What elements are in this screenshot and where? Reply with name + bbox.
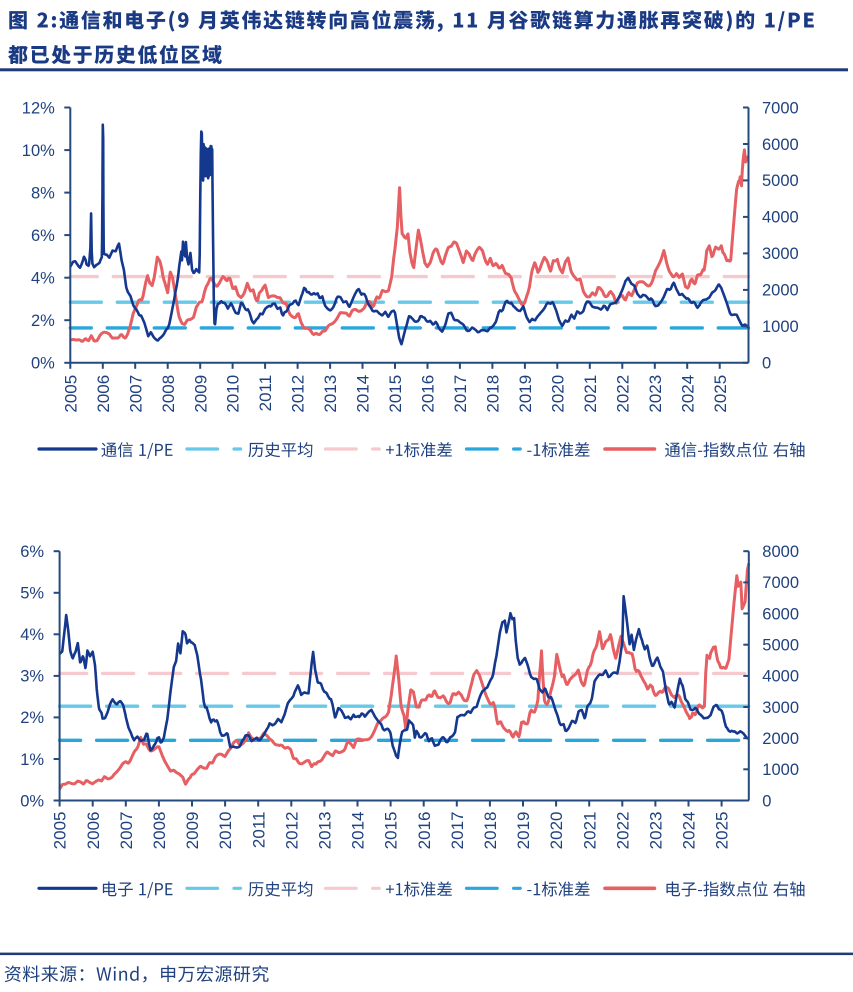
svg-text:1%: 1% xyxy=(20,751,44,769)
svg-text:2006: 2006 xyxy=(94,375,113,413)
svg-text:12%: 12% xyxy=(22,99,55,117)
svg-text:2019: 2019 xyxy=(514,812,533,850)
svg-text:2012: 2012 xyxy=(282,812,301,850)
svg-text:2008: 2008 xyxy=(150,812,169,850)
svg-text:3000: 3000 xyxy=(762,245,799,263)
svg-text:4000: 4000 xyxy=(762,668,799,686)
svg-text:5000: 5000 xyxy=(762,637,799,655)
svg-text:2006: 2006 xyxy=(84,812,103,850)
svg-text:2014: 2014 xyxy=(354,375,373,413)
svg-text:2009: 2009 xyxy=(191,375,210,413)
svg-text:0%: 0% xyxy=(20,792,44,810)
svg-text:2007: 2007 xyxy=(126,375,145,413)
svg-text:2010: 2010 xyxy=(216,812,235,850)
svg-text:2011: 2011 xyxy=(256,375,275,412)
svg-text:2018: 2018 xyxy=(481,812,500,850)
svg-text:2023: 2023 xyxy=(647,812,666,850)
svg-text:2020: 2020 xyxy=(548,375,567,413)
svg-text:2000: 2000 xyxy=(762,730,799,748)
svg-text:4%: 4% xyxy=(31,270,55,288)
svg-text:6%: 6% xyxy=(31,227,55,245)
svg-text:2015: 2015 xyxy=(382,812,401,850)
svg-text:2011: 2011 xyxy=(249,812,268,849)
svg-text:6%: 6% xyxy=(20,543,44,561)
svg-text:6000: 6000 xyxy=(762,605,799,623)
svg-text:2024: 2024 xyxy=(678,375,697,413)
svg-text:2025: 2025 xyxy=(713,812,732,850)
svg-text:5%: 5% xyxy=(20,585,44,603)
svg-text:3%: 3% xyxy=(20,668,44,686)
svg-text:2018: 2018 xyxy=(484,375,503,413)
svg-text:4000: 4000 xyxy=(762,209,799,227)
svg-text:7000: 7000 xyxy=(762,574,799,592)
svg-text:2024: 2024 xyxy=(680,812,699,850)
svg-text:2013: 2013 xyxy=(321,375,340,413)
svg-text:2022: 2022 xyxy=(613,812,632,850)
svg-text:0: 0 xyxy=(762,355,771,373)
svg-text:2013: 2013 xyxy=(316,812,335,850)
svg-text:1000: 1000 xyxy=(762,318,799,336)
svg-text:0%: 0% xyxy=(31,355,55,373)
svg-text:2010: 2010 xyxy=(224,375,243,413)
svg-text:2009: 2009 xyxy=(183,812,202,850)
svg-text:1000: 1000 xyxy=(762,761,799,779)
svg-text:2012: 2012 xyxy=(289,375,308,413)
svg-text:4%: 4% xyxy=(20,626,44,644)
svg-text:3000: 3000 xyxy=(762,699,799,717)
svg-text:2022: 2022 xyxy=(613,375,632,413)
svg-text:2015: 2015 xyxy=(386,375,405,413)
svg-text:2017: 2017 xyxy=(448,812,467,850)
svg-text:2005: 2005 xyxy=(61,375,80,413)
svg-text:2020: 2020 xyxy=(547,812,566,850)
svg-text:2021: 2021 xyxy=(580,812,599,850)
svg-text:2008: 2008 xyxy=(159,375,178,413)
svg-text:6000: 6000 xyxy=(762,136,799,154)
svg-text:2014: 2014 xyxy=(349,812,368,850)
svg-text:2016: 2016 xyxy=(419,375,438,413)
svg-text:7000: 7000 xyxy=(762,99,799,117)
svg-text:2025: 2025 xyxy=(711,375,730,413)
svg-text:2007: 2007 xyxy=(117,812,136,850)
svg-text:8000: 8000 xyxy=(762,543,799,561)
svg-text:2005: 2005 xyxy=(51,812,70,850)
svg-text:2019: 2019 xyxy=(516,375,535,413)
svg-text:2016: 2016 xyxy=(415,812,434,850)
svg-text:2%: 2% xyxy=(31,312,55,330)
svg-text:2017: 2017 xyxy=(451,375,470,413)
svg-text:5000: 5000 xyxy=(762,172,799,190)
svg-text:10%: 10% xyxy=(22,142,55,160)
svg-text:2023: 2023 xyxy=(646,375,665,413)
svg-text:8%: 8% xyxy=(31,184,55,202)
svg-text:2%: 2% xyxy=(20,709,44,727)
svg-text:2000: 2000 xyxy=(762,282,799,300)
svg-text:0: 0 xyxy=(762,792,771,810)
svg-text:2021: 2021 xyxy=(581,375,600,413)
